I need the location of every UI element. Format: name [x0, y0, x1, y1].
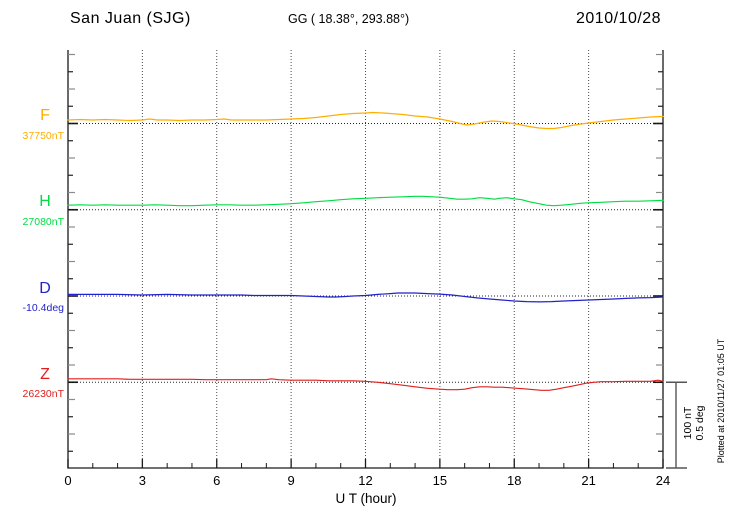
plotted-at-note: Plotted at 2010/11/27 01:05 UT — [716, 338, 726, 464]
scale-bar-label: 100 nT 0.5 deg — [682, 397, 706, 449]
channel-F-base-value: 37750nT — [22, 129, 64, 142]
scale-bar-nt-label: 100 nT — [682, 406, 694, 440]
channel-Z-letter: Z — [40, 365, 50, 383]
x-tick-label-6: 6 — [213, 473, 221, 488]
x-tick-label-12: 12 — [358, 473, 373, 488]
channel-D-base-value: -10.4deg — [22, 302, 64, 314]
trace-D — [67, 292, 664, 303]
trace-H — [67, 195, 664, 207]
observation-date: 2010/10/28 — [576, 10, 662, 27]
scale-bar-deg-label: 0.5 deg — [694, 405, 706, 441]
channel-H-base-value: 27080nT — [22, 215, 64, 228]
trace-F — [67, 111, 664, 130]
x-tick-label-15: 15 — [432, 473, 448, 488]
x-axis-label: U T (hour) — [335, 491, 397, 506]
x-tick-label-0: 0 — [64, 473, 72, 488]
x-tick-label-21: 21 — [581, 473, 596, 488]
x-tick-label-18: 18 — [507, 473, 522, 488]
channel-F-letter: F — [40, 107, 50, 124]
channel-D-letter: D — [39, 279, 51, 297]
x-tick-label-3: 3 — [138, 473, 146, 488]
station-title: San Juan (SJG) — [70, 10, 191, 27]
x-tick-label-24: 24 — [655, 473, 671, 488]
trace-Z — [67, 378, 664, 391]
geographic-coordinates: GG ( 18.38°, 293.88°) — [288, 12, 410, 26]
channel-H-letter: H — [39, 193, 51, 211]
x-tick-label-9: 9 — [287, 473, 295, 488]
channel-Z-base-value: 26230nT — [22, 388, 64, 401]
